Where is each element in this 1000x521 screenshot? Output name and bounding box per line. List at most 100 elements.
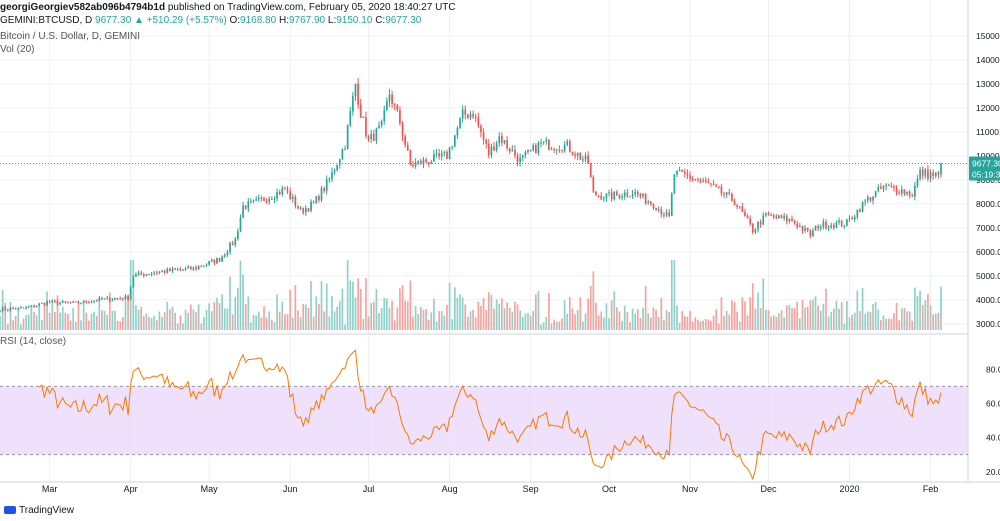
volume-bar	[40, 319, 43, 330]
volume-bar	[297, 310, 299, 330]
volume-bar	[537, 291, 540, 330]
candle-body	[537, 142, 540, 154]
candle-body	[853, 216, 856, 220]
candle-body	[566, 141, 569, 145]
candle-body	[553, 148, 555, 150]
volume-bar	[563, 300, 566, 330]
candle-body	[4, 307, 7, 310]
candle-body	[916, 178, 919, 186]
candle-body	[375, 128, 378, 142]
volume-bar	[521, 316, 524, 330]
candle-body	[579, 152, 582, 160]
candle-body	[370, 133, 373, 140]
candle-body	[307, 208, 310, 211]
volume-bar	[597, 315, 600, 330]
candle-body	[555, 149, 558, 151]
candle-body	[608, 192, 610, 194]
volume-bar	[27, 314, 30, 330]
candle-body	[890, 185, 893, 187]
volume-bar	[48, 312, 51, 330]
volume-bar	[817, 305, 819, 330]
volume-bar	[189, 304, 192, 330]
candle-body	[208, 261, 210, 265]
candle-body	[691, 178, 694, 180]
candle-body	[749, 218, 752, 224]
volume-bar	[804, 307, 806, 330]
volume-bar	[482, 298, 485, 330]
candle-body	[464, 109, 467, 115]
candle-body	[302, 207, 305, 213]
volume-bar	[210, 311, 213, 330]
volume-bar	[814, 296, 817, 330]
volume-bar	[95, 315, 98, 330]
time-tick-label: Mar	[42, 484, 58, 494]
volume-bar	[691, 321, 694, 330]
candle-body	[825, 221, 827, 229]
candle-body	[318, 196, 320, 201]
volume-bar	[514, 301, 516, 330]
volume-bar	[610, 300, 613, 330]
volume-bar	[119, 321, 122, 330]
volume-bar	[809, 300, 812, 330]
candles	[0, 78, 942, 313]
countdown-value: 05:19:34	[972, 170, 1000, 180]
candle-body	[93, 300, 95, 302]
candle-body	[299, 207, 302, 209]
volume-bar	[137, 309, 140, 330]
candle-body	[289, 191, 291, 199]
time-axis[interactable]: Mar Apr May Jun Jul Aug Sep Oct Nov Dec 2020 Feb	[42, 484, 938, 494]
volume-bar	[757, 292, 759, 330]
candle-body	[46, 301, 48, 305]
candle-body	[733, 200, 736, 206]
volume-bar	[200, 323, 203, 330]
candle-body	[765, 213, 767, 216]
volume-bar	[728, 314, 731, 330]
volume-bar	[406, 301, 409, 330]
candle-body	[346, 125, 349, 149]
candle-body	[108, 297, 111, 301]
volume-bar	[425, 308, 427, 330]
candle-body	[312, 201, 315, 203]
volume-bar	[830, 311, 833, 330]
candle-body	[12, 308, 14, 310]
candle-body	[265, 200, 268, 203]
volume-bar	[9, 301, 12, 330]
price-axis[interactable]: 3000.00 4000.00 5000.00 6000.00 7000.00 8000.…	[976, 31, 1000, 477]
volume-bar	[893, 313, 895, 330]
volume-bar	[85, 312, 88, 330]
candle-body	[783, 216, 786, 219]
candle-body	[362, 117, 365, 119]
rsi-label: RSI (14, close)	[0, 336, 67, 347]
candle-body	[273, 198, 276, 200]
candle-body	[35, 305, 38, 307]
candle-body	[378, 125, 380, 129]
time-tick-label: Jun	[283, 484, 298, 494]
volume-bar	[114, 310, 116, 330]
candle-body	[412, 164, 414, 167]
candle-body	[618, 194, 621, 198]
candle-body	[477, 117, 480, 126]
candle-body	[64, 301, 67, 303]
low-key: L:	[327, 15, 337, 26]
candle-body	[435, 153, 438, 155]
candle-body	[482, 132, 485, 140]
candle-body	[320, 188, 323, 201]
volume-bar	[474, 317, 477, 330]
volume-bar	[195, 312, 197, 330]
candle-body	[54, 300, 56, 302]
volume-bar	[333, 311, 336, 330]
candle-body	[40, 302, 43, 304]
volume-bar	[263, 306, 265, 330]
candle-body	[616, 191, 618, 195]
candle-body	[291, 196, 294, 199]
publisher-user[interactable]: georgiGeorgiev582ab096b4794b1d	[0, 2, 166, 13]
volume-bar	[914, 287, 916, 330]
volume-bar	[265, 317, 268, 330]
candle-body	[383, 110, 386, 122]
candle-body	[456, 127, 459, 136]
candle-body	[524, 151, 527, 156]
tradingview-brand[interactable]: TradingView	[4, 505, 74, 516]
volume-bar	[793, 307, 796, 330]
